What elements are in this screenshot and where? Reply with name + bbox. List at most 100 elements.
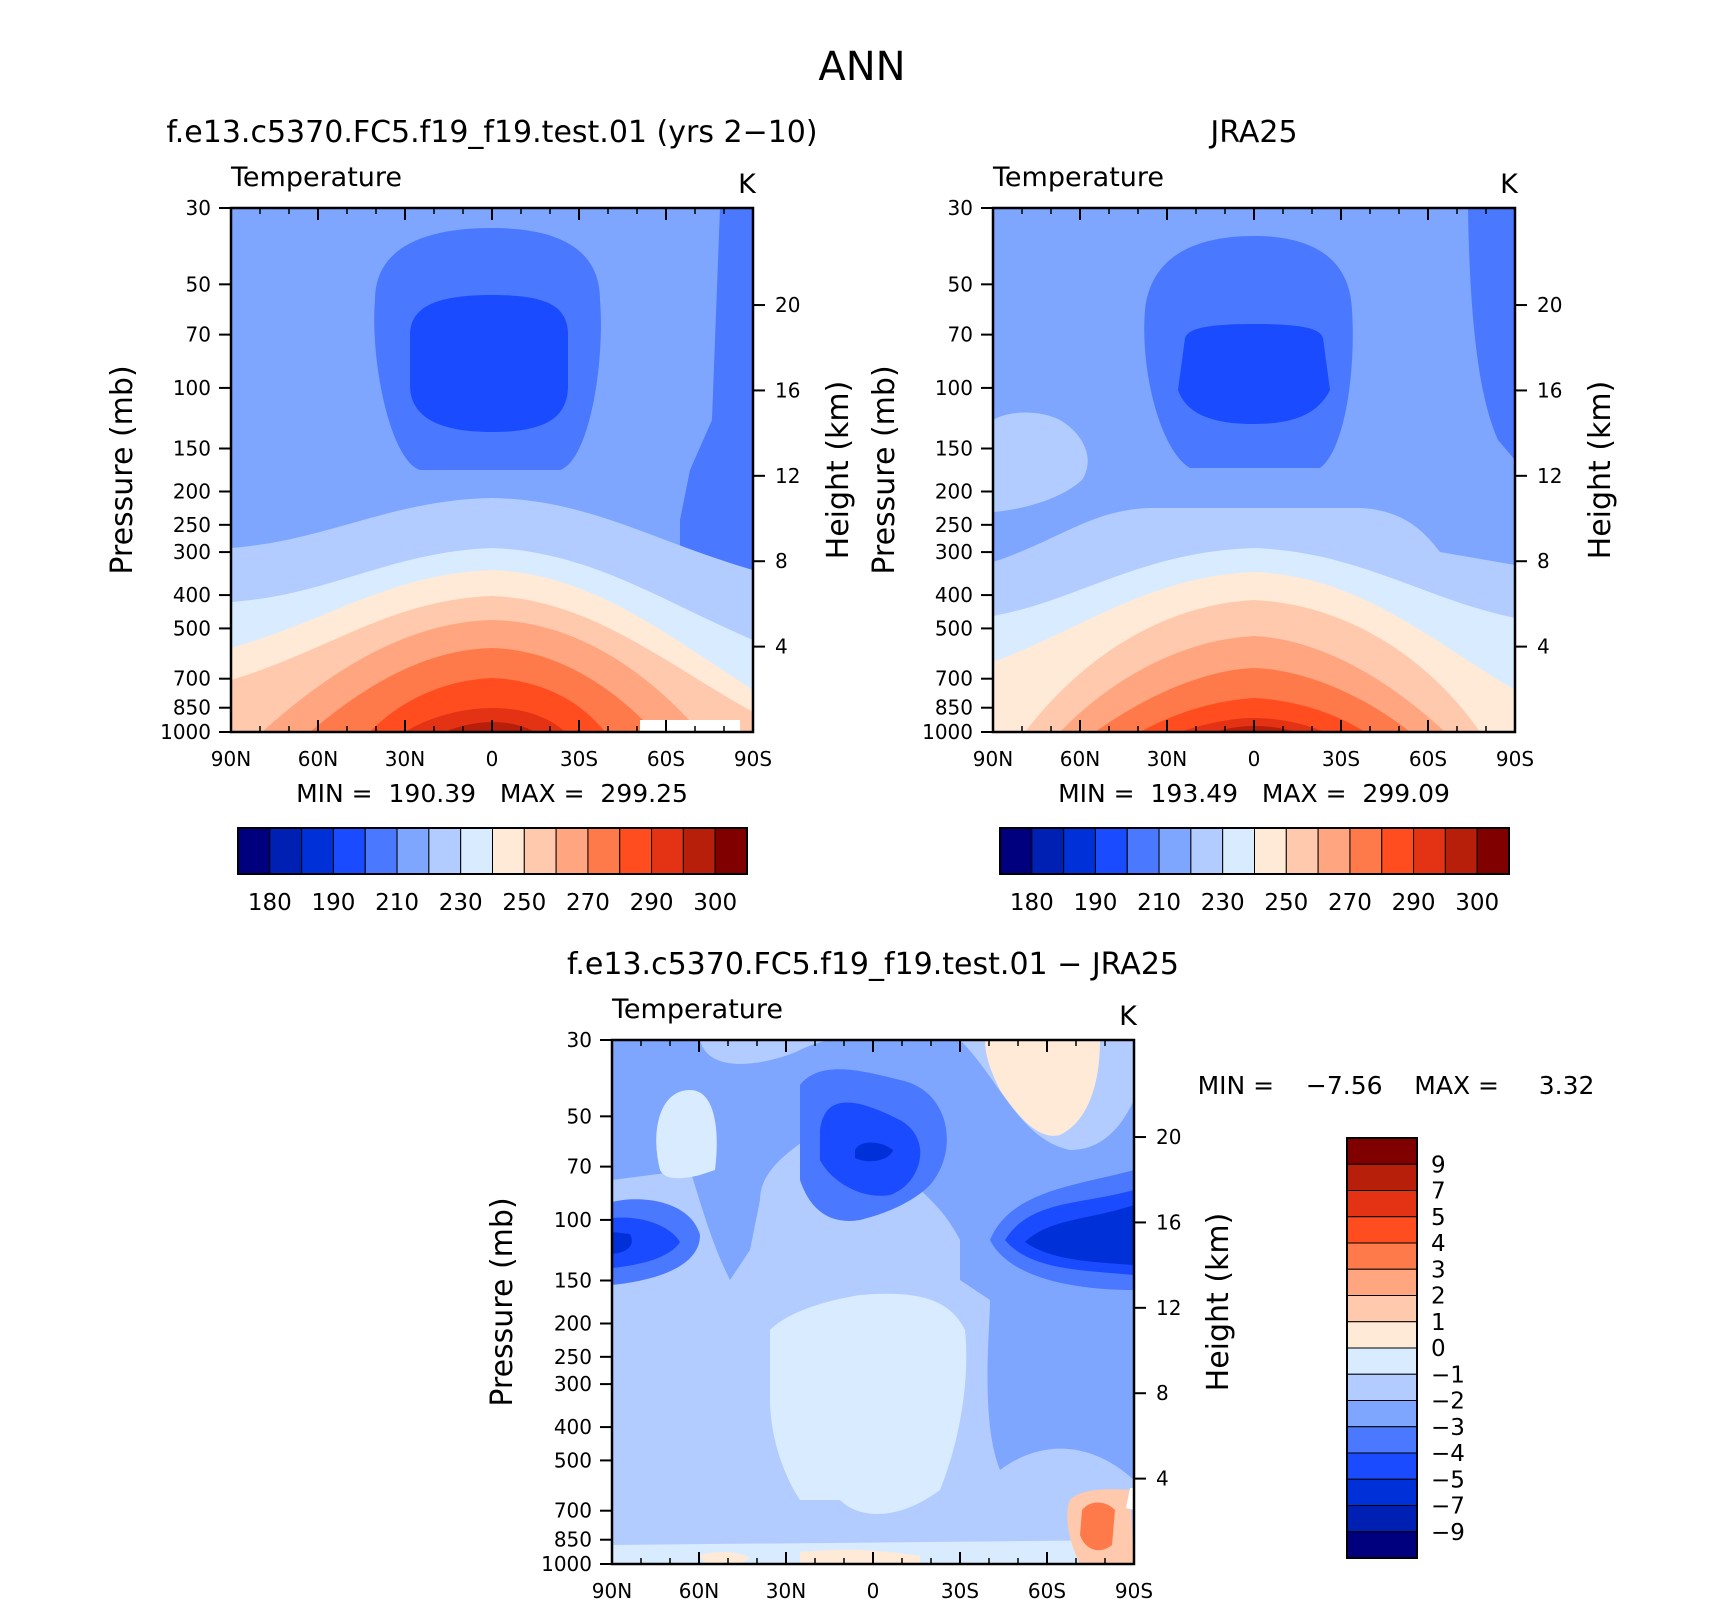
colorbar-swatch <box>237 827 271 875</box>
y-tick-label: 70 <box>567 1155 592 1179</box>
y-right-tick-label: 8 <box>1537 549 1550 573</box>
panel-title: JRA25 <box>1208 115 1297 150</box>
y-right-tick-label: 16 <box>775 378 800 402</box>
y-right-tick-label: 12 <box>775 464 800 488</box>
colorbar-label: 270 <box>1328 890 1372 916</box>
y-right-tick-label: 4 <box>775 635 788 659</box>
colorbar-swatch <box>332 827 366 875</box>
y-tick-label: 30 <box>567 1028 592 1052</box>
colorbar-swatch <box>555 827 589 875</box>
y-tick-label: 500 <box>173 616 211 640</box>
colorbar-swatch <box>1346 1400 1418 1428</box>
x-tick-label: 30S <box>560 747 598 771</box>
min-max-label: MIN = 190.39 MAX = 299.25 <box>296 779 688 808</box>
variable-label: Temperature <box>611 994 783 1025</box>
y-tick-label: 100 <box>935 376 973 400</box>
colorbar-swatch <box>1346 1137 1418 1165</box>
colorbar-swatch <box>1413 827 1446 875</box>
y-tick-label: 50 <box>186 272 211 296</box>
units-label: K <box>738 169 757 200</box>
colorbar-swatch <box>1031 827 1065 875</box>
figure-title: ANN <box>818 44 905 90</box>
y-tick-label: 70 <box>186 323 211 347</box>
colorbar-label: −9 <box>1431 1520 1465 1546</box>
y-tick-label: 850 <box>935 696 973 720</box>
plot-frame <box>991 206 1517 734</box>
colorbar-swatch <box>1346 1163 1418 1191</box>
colorbar-label: 7 <box>1431 1179 1446 1205</box>
colorbar-swatch <box>1126 827 1160 875</box>
colorbar-swatch <box>1346 1190 1418 1218</box>
colorbar-swatch <box>1317 827 1351 875</box>
y-right-tick-label: 20 <box>1537 293 1562 317</box>
colorbar-label: −5 <box>1431 1467 1465 1493</box>
x-tick-label: 30S <box>1322 747 1360 771</box>
y-right-tick-label: 12 <box>1156 1296 1181 1320</box>
colorbar-swatch <box>1444 827 1478 875</box>
colorbar-label: 0 <box>1431 1336 1446 1362</box>
y-tick-label: 300 <box>554 1372 592 1396</box>
x-tick-label: 90S <box>734 747 772 771</box>
x-tick-label: 0 <box>486 747 499 771</box>
y-tick-label: 250 <box>554 1345 592 1369</box>
colorbar-label: 300 <box>693 890 737 916</box>
colorbar-swatch <box>364 827 398 875</box>
y-tick-label: 700 <box>554 1499 592 1523</box>
colorbar-swatch <box>1346 1216 1418 1244</box>
contour-field <box>231 208 753 732</box>
colorbar-swatch <box>1346 1505 1418 1533</box>
colorbar-label: 250 <box>1264 890 1308 916</box>
contour-field <box>612 1040 1134 1564</box>
colorbar-swatch <box>1346 1531 1418 1559</box>
x-tick-label: 60N <box>1060 747 1100 771</box>
colorbar-swatch <box>1346 1321 1418 1349</box>
colorbar: 180 190 210 230 250 270 290 300 <box>237 827 748 916</box>
y-tick-label: 50 <box>948 272 973 296</box>
min-max-label: MIN = 193.49 MAX = 299.09 <box>1058 779 1450 808</box>
y-tick-label: 1000 <box>160 720 211 744</box>
y-tick-label: 1000 <box>922 720 973 744</box>
x-tick-label: 60S <box>1409 747 1447 771</box>
colorbar-swatch <box>619 827 653 875</box>
x-tick-label: 30N <box>1147 747 1187 771</box>
y-tick-label: 30 <box>948 196 973 220</box>
colorbar-swatch <box>396 827 430 875</box>
colorbar-label: 190 <box>311 890 355 916</box>
y-right-tick-label: 8 <box>775 549 788 573</box>
colorbar-swatch <box>1254 827 1287 875</box>
y-axis-label: Pressure (mb) <box>485 1197 520 1406</box>
y-axis-label: Pressure (mb) <box>105 365 140 574</box>
y-tick-label: 1000 <box>541 1552 592 1576</box>
colorbar-label: 3 <box>1431 1257 1446 1283</box>
colorbar-label: −1 <box>1431 1362 1465 1388</box>
colorbar-swatch <box>682 827 716 875</box>
colorbar-label: −4 <box>1431 1441 1465 1467</box>
y-right-tick-label: 12 <box>1537 464 1562 488</box>
colorbar-swatch <box>523 827 557 875</box>
y-right-tick-label: 4 <box>1156 1467 1169 1491</box>
colorbar-label: 180 <box>248 890 292 916</box>
panel-title: f.e13.c5370.FC5.f19_f19.test.01 − JRA25 <box>567 947 1179 982</box>
x-tick-label: 0 <box>867 1579 880 1600</box>
colorbar-swatch <box>1063 827 1096 875</box>
y-axis-right: 20 16 12 8 4 <box>753 293 800 659</box>
panel-title: f.e13.c5370.FC5.f19_f19.test.01 (yrs 2−1… <box>166 115 817 150</box>
colorbar-label: 180 <box>1010 890 1054 916</box>
x-tick-label: 90S <box>1496 747 1534 771</box>
colorbar-swatch <box>1094 827 1128 875</box>
y-tick-label: 50 <box>567 1104 592 1128</box>
min-max-label: MIN = −7.56 MAX = 3.32 <box>1198 1071 1595 1100</box>
x-tick-label: 0 <box>1248 747 1261 771</box>
colorbar-swatch <box>301 827 334 875</box>
x-tick-label: 60S <box>1028 1579 1066 1600</box>
colorbar-swatch <box>999 827 1033 875</box>
colorbar-swatch <box>269 827 303 875</box>
colorbar-label: 300 <box>1455 890 1499 916</box>
x-tick-label: 30N <box>385 747 425 771</box>
y-right-tick-label: 16 <box>1537 378 1562 402</box>
x-tick-label: 60N <box>679 1579 719 1600</box>
colorbar-swatch <box>1346 1268 1418 1296</box>
